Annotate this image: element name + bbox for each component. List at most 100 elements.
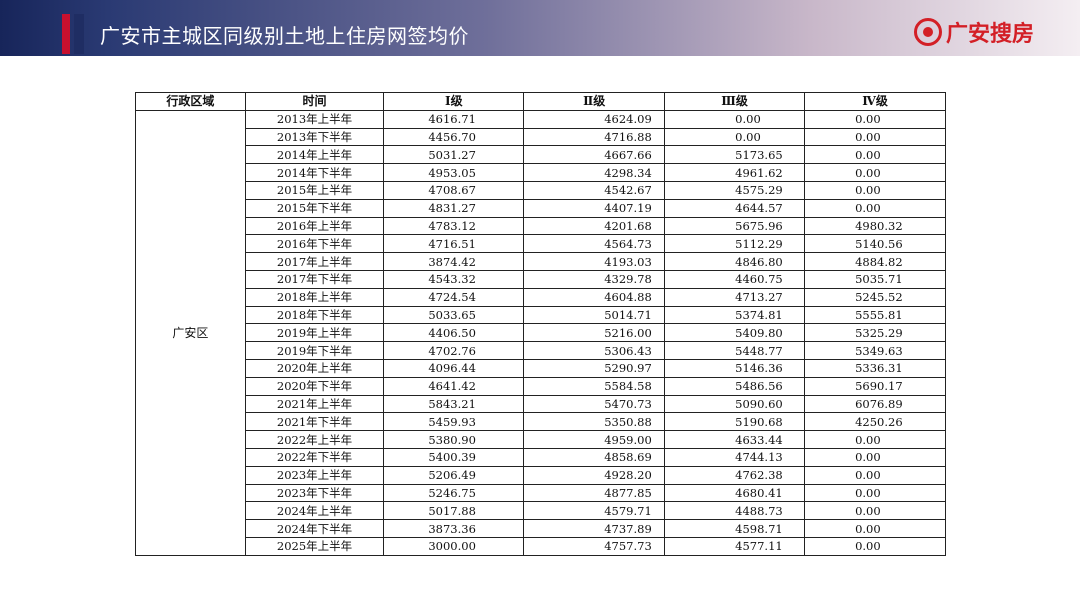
time-cell: 2019年下半年: [244, 341, 385, 360]
district-cell: 广安区: [135, 109, 246, 556]
level-4-cell: 0.00: [804, 501, 946, 521]
table-body: 广安区 2013年上半年 4616.71 4624.09 0.00 0.00 2013年下半…: [135, 109, 946, 556]
level-4-cell: 4980.32: [804, 216, 946, 236]
level-3-cell: 4488.73: [664, 501, 806, 521]
level-3-cell: 5448.77: [664, 341, 806, 360]
level-4-cell: 4250.26: [804, 412, 946, 432]
level-3-cell: 4460.75: [664, 269, 806, 289]
time-cell: 2021年下半年: [244, 412, 385, 432]
level-4-cell: 5349.63: [804, 341, 946, 360]
level-1-cell: 5843.21: [383, 394, 525, 414]
time-cell: 2022年下半年: [244, 447, 385, 467]
time-cell: 2025年上半年: [244, 536, 385, 556]
level-1-cell: 5380.90: [383, 430, 525, 449]
table-row: 2021年下半年 5459.93 5350.88 5190.68 4250.26: [136, 412, 946, 432]
brand-logo: 广安搜房: [914, 18, 1035, 47]
level-3-cell: 4846.80: [664, 252, 806, 271]
level-4-cell: 5690.17: [804, 376, 946, 396]
level-3-cell: 5374.81: [664, 305, 806, 325]
level-2-cell: 4858.69: [523, 447, 666, 467]
level-4-cell: 0.00: [804, 163, 946, 182]
level-2-cell: 5306.43: [523, 341, 666, 360]
level-1-cell: 4783.12: [383, 216, 525, 236]
level-4-cell: 5245.52: [804, 287, 946, 307]
level-2-cell: 4737.89: [523, 519, 666, 538]
level-2-cell: 4193.03: [523, 252, 666, 271]
time-cell: 2023年上半年: [244, 465, 385, 485]
table-row: 2020年上半年 4096.44 5290.97 5146.36 5336.31: [136, 358, 946, 378]
level-2-cell: 4624.09: [523, 109, 666, 129]
level-1-cell: 5400.39: [383, 447, 525, 467]
level-4-cell: 5035.71: [804, 269, 946, 289]
time-cell: 2014年上半年: [244, 145, 385, 165]
table-row: 2019年下半年 4702.76 5306.43 5448.77 5349.63: [136, 341, 946, 360]
level-3-cell: 4713.27: [664, 287, 806, 307]
level-2-cell: 5350.88: [523, 412, 666, 432]
level-4-cell: 0.00: [804, 127, 946, 147]
level-4-cell: 5555.81: [804, 305, 946, 325]
level-3-cell: 4598.71: [664, 519, 806, 538]
level-2-cell: 4604.88: [523, 287, 666, 307]
level-2-cell: 4757.73: [523, 536, 666, 556]
level-4-cell: 0.00: [804, 536, 946, 556]
level-1-cell: 3874.42: [383, 252, 525, 271]
time-cell: 2020年上半年: [244, 358, 385, 378]
table-row: 2020年下半年 4641.42 5584.58 5486.56 5690.17: [136, 376, 946, 396]
level-3-cell: 0.00: [664, 127, 806, 147]
level-4-cell: 0.00: [804, 430, 946, 449]
table-row: 2014年下半年 4953.05 4298.34 4961.62 0.00: [136, 163, 946, 182]
level-1-cell: 4096.44: [383, 358, 525, 378]
time-cell: 2024年上半年: [244, 501, 385, 521]
level-4-cell: 0.00: [804, 145, 946, 165]
level-1-cell: 4702.76: [383, 341, 525, 360]
table-row: 广安区 2013年上半年 4616.71 4624.09 0.00 0.00: [135, 109, 946, 556]
column-header-district: 行政区域: [135, 92, 246, 111]
level-3-cell: 0.00: [664, 109, 806, 129]
time-cell: 2015年上半年: [244, 180, 385, 200]
level-3-cell: 4575.29: [664, 180, 806, 200]
level-1-cell: 4716.51: [383, 234, 525, 254]
level-2-cell: 4579.71: [523, 501, 666, 521]
level-4-cell: 6076.89: [804, 394, 946, 414]
time-cell: 2024年下半年: [244, 519, 385, 538]
page-title: 广安市主城区同级别土地上住房网签均价: [100, 24, 469, 48]
column-header-level-2: Ⅱ级: [523, 92, 666, 111]
level-2-cell: 5014.71: [523, 305, 666, 325]
time-cell: 2022年上半年: [244, 430, 385, 449]
level-4-cell: 4884.82: [804, 252, 946, 271]
level-1-cell: 4616.71: [383, 109, 525, 129]
level-4-cell: 5336.31: [804, 358, 946, 378]
level-2-cell: 4407.19: [523, 198, 666, 218]
level-2-cell: 4564.73: [523, 234, 666, 254]
level-2-cell: 4959.00: [523, 430, 666, 449]
time-cell: 2021年上半年: [244, 394, 385, 414]
level-1-cell: 3873.36: [383, 519, 525, 538]
level-2-cell: 5584.58: [523, 376, 666, 396]
table-row: 2022年下半年 5400.39 4858.69 4744.13 0.00: [136, 447, 946, 467]
time-cell: 2015年下半年: [244, 198, 385, 218]
level-3-cell: 5112.29: [664, 234, 806, 254]
column-header-level-1: Ⅰ级: [383, 92, 525, 111]
header-accent-red: [62, 14, 70, 54]
level-4-cell: 5325.29: [804, 323, 946, 343]
table-row: 2019年上半年 4406.50 5216.00 5409.80 5325.29: [136, 323, 946, 343]
level-1-cell: 4641.42: [383, 376, 525, 396]
time-cell: 2018年上半年: [244, 287, 385, 307]
level-3-cell: 5173.65: [664, 145, 806, 165]
level-3-cell: 4744.13: [664, 447, 806, 467]
level-4-cell: 0.00: [804, 465, 946, 485]
level-1-cell: 5033.65: [383, 305, 525, 325]
level-4-cell: 5140.56: [804, 234, 946, 254]
logo-text: 广安搜房: [946, 22, 1035, 47]
table-row: 2016年下半年 4716.51 4564.73 5112.29 5140.56: [136, 234, 946, 254]
level-3-cell: 4633.44: [664, 430, 806, 449]
time-cell: 2018年下半年: [244, 305, 385, 325]
level-1-cell: 5017.88: [383, 501, 525, 521]
level-2-cell: 4201.68: [523, 216, 666, 236]
level-3-cell: 5486.56: [664, 376, 806, 396]
table-header-row: 行政区域 时间 Ⅰ级 Ⅱ级 Ⅲ级 Ⅳ级: [135, 92, 946, 111]
table-row: 2013年下半年 4456.70 4716.88 0.00 0.00: [136, 127, 946, 147]
level-1-cell: 5459.93: [383, 412, 525, 432]
table-row: 2017年下半年 4543.32 4329.78 4460.75 5035.71: [136, 269, 946, 289]
time-cell: 2013年下半年: [244, 127, 385, 147]
